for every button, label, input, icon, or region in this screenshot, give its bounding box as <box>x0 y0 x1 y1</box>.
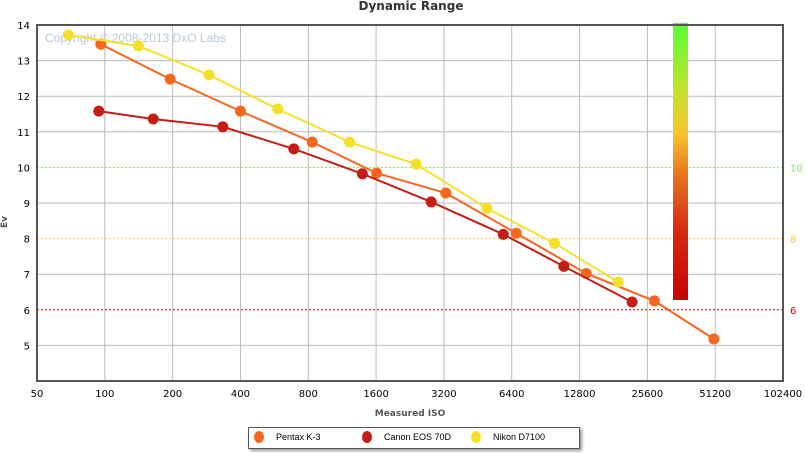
x-tick-label: 51200 <box>699 389 731 400</box>
legend-item[interactable]: Nikon D7100 <box>471 431 545 443</box>
data-point <box>344 136 356 148</box>
data-point <box>288 143 300 155</box>
data-point <box>410 158 422 170</box>
y-tick-label: 8 <box>24 235 30 246</box>
data-point <box>63 29 75 41</box>
y-tick-label: 6 <box>24 306 30 317</box>
x-tick-label: 100 <box>95 389 114 400</box>
data-point <box>147 113 159 125</box>
x-tick-label: 102400 <box>764 389 802 400</box>
x-tick-label: 1600 <box>363 389 388 400</box>
series-canon-eos-70d <box>93 105 638 308</box>
data-point <box>217 121 229 133</box>
data-point <box>648 295 660 307</box>
y-tick-label: 12 <box>17 92 30 103</box>
right-axis-label: 8 <box>790 235 796 246</box>
y-tick-label: 10 <box>17 163 30 174</box>
data-point <box>371 167 383 179</box>
data-point <box>356 168 368 180</box>
data-point <box>93 105 105 117</box>
data-point <box>132 40 144 52</box>
y-tick-label: 9 <box>24 199 30 210</box>
x-tick-label: 25600 <box>631 389 663 400</box>
data-point <box>306 136 318 148</box>
y-tick-label: 5 <box>24 341 30 352</box>
y-tick-label: 7 <box>24 270 30 281</box>
legend-label: Pentax K-3 <box>276 432 321 442</box>
data-point <box>425 196 437 208</box>
colorbar <box>673 23 688 300</box>
legend-marker-icon <box>254 431 264 443</box>
y-axis-label: Ev <box>0 216 10 228</box>
legend-label: Canon EOS 70D <box>384 432 452 442</box>
legend-item[interactable]: Canon EOS 70D <box>362 431 451 443</box>
series-line <box>98 110 633 303</box>
data-point <box>164 73 176 85</box>
plot-frame <box>36 24 784 382</box>
data-point <box>234 105 246 117</box>
x-tick-label: 3200 <box>431 389 456 400</box>
series-line <box>100 43 715 340</box>
x-tick-label: 12800 <box>564 389 596 400</box>
legend-label: Nikon D7100 <box>493 432 546 442</box>
legend-marker-icon <box>362 431 372 443</box>
x-tick-label: 400 <box>231 389 250 400</box>
series-layer <box>63 29 720 345</box>
legend: Pentax K-3 Canon EOS 70D Nikon D7100 <box>248 427 580 449</box>
data-point <box>708 333 720 345</box>
grid <box>37 24 783 381</box>
legend-marker-icon <box>471 431 481 443</box>
chart-title: Dynamic Range <box>359 0 464 13</box>
data-point <box>558 260 570 272</box>
series-nikon-d7100 <box>63 29 624 288</box>
series-pentax-k-3 <box>95 38 720 345</box>
y-tick-label: 13 <box>17 57 30 68</box>
data-point <box>612 276 624 288</box>
right-axis-label: 10 <box>790 163 803 174</box>
y-tick-label: 14 <box>17 21 30 32</box>
legend-item[interactable]: Pentax K-3 <box>254 431 321 443</box>
data-point <box>497 228 509 240</box>
data-point <box>203 69 215 81</box>
x-tick-label: 50 <box>31 389 44 400</box>
right-axis-label: 6 <box>790 306 796 317</box>
data-point <box>272 103 284 115</box>
data-point <box>481 202 493 214</box>
watermark: Copyright © 2008-2013 DxO Labs <box>45 31 226 45</box>
x-tick-label: 6400 <box>499 389 524 400</box>
x-tick-label: 800 <box>299 389 318 400</box>
data-point <box>548 237 560 249</box>
y-tick-label: 11 <box>17 128 30 139</box>
x-axis-label: Measured ISO <box>375 409 446 419</box>
data-point <box>626 296 638 308</box>
x-tick-label: 200 <box>163 389 182 400</box>
data-point <box>440 187 452 199</box>
data-point <box>510 227 522 239</box>
